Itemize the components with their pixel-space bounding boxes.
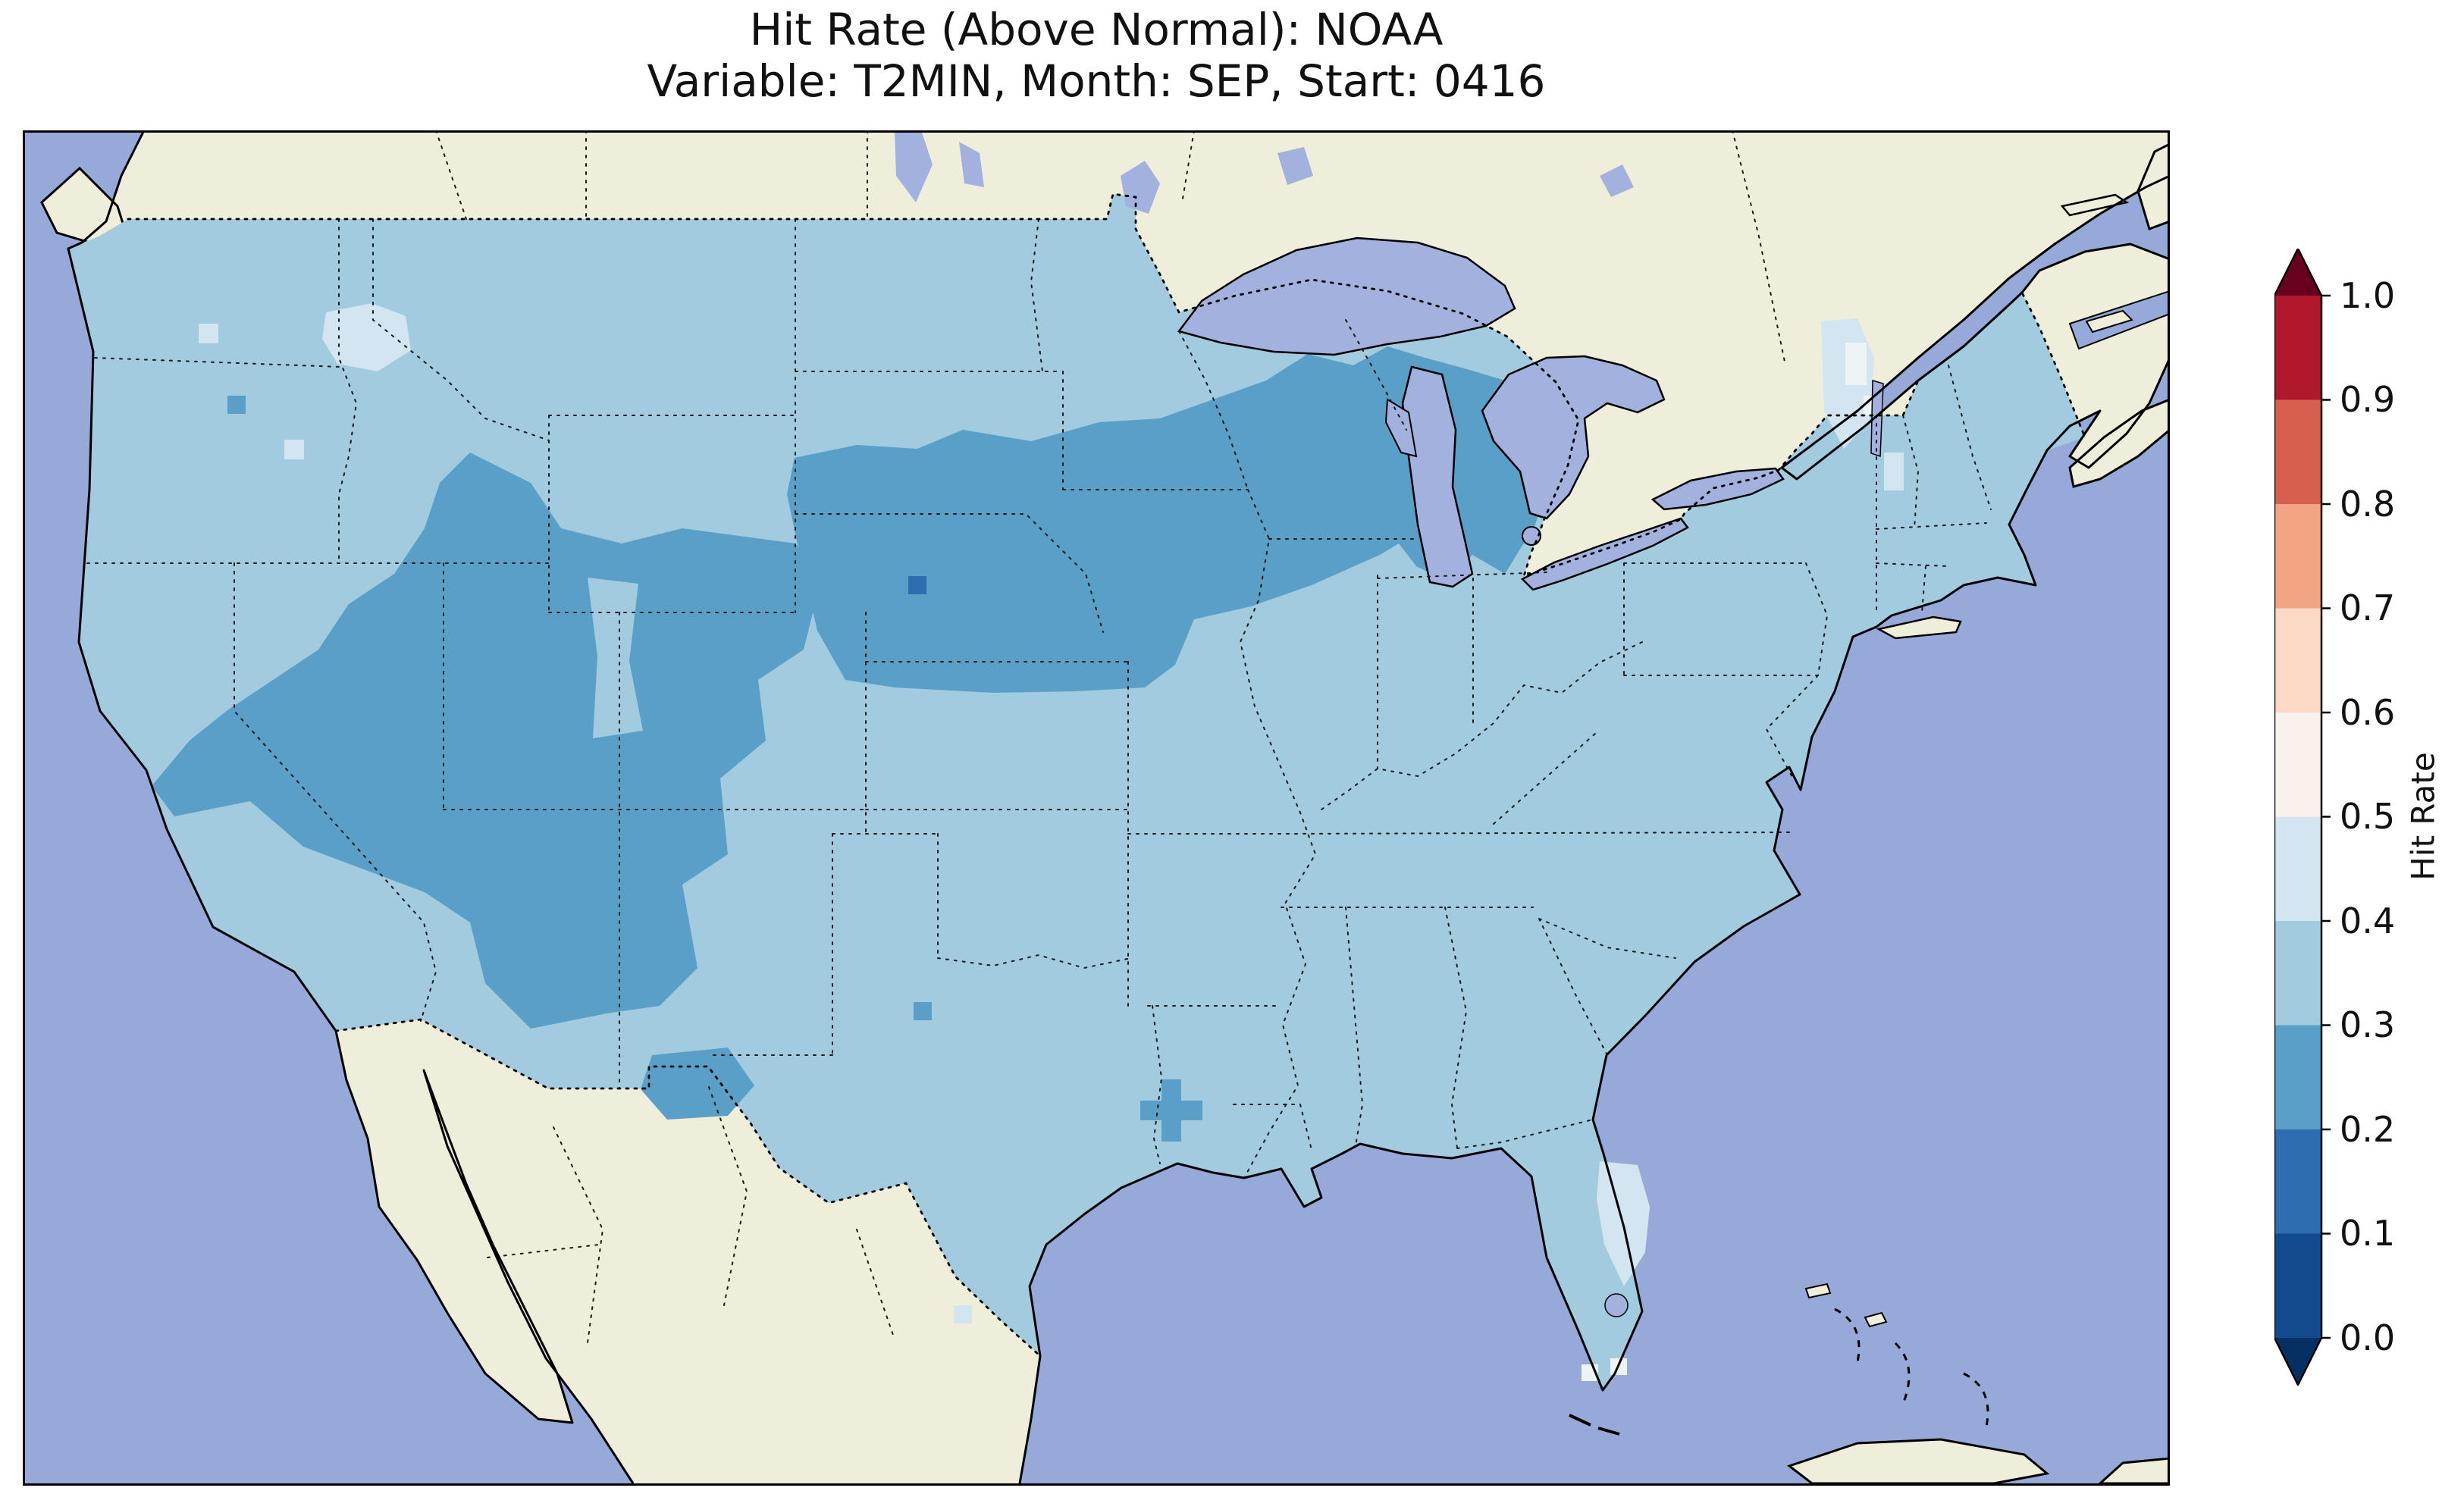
- bahama-banks-dashed: [1834, 1308, 1989, 1427]
- colorbar-segment-6: [2274, 608, 2321, 713]
- colorbar-tick-marks: [2321, 294, 2331, 1339]
- colorbar-tick-label: 1.0: [2340, 275, 2396, 316]
- prince-edward-island: [2085, 309, 2133, 334]
- florida-keys: [1569, 1414, 1620, 1436]
- colorbar-tick-label: 0.3: [2340, 1004, 2396, 1045]
- colorbar-segment-7: [2274, 504, 2321, 609]
- coastline: [67, 130, 2171, 1484]
- long-island: [1876, 615, 1962, 640]
- lake-erie: [1520, 517, 1689, 591]
- bahamas-islet-2: [1864, 1311, 1888, 1328]
- newfoundland: [2136, 142, 2171, 230]
- colorbar-segment-3: [2274, 921, 2321, 1026]
- hit-rate-low-newmexico-cell: [914, 1002, 932, 1020]
- lake-manitoba-2: [959, 142, 984, 187]
- hit-rate-high-vermont-cells: [1845, 343, 1867, 385]
- lake-manitoba-1: [895, 130, 933, 202]
- axes-frame: [23, 130, 2170, 1486]
- colorbar-tick-label: 0.0: [2340, 1317, 2396, 1358]
- colorbar-tick-label: 0.7: [2340, 587, 2396, 628]
- hit-rate-mid-texascoast-cell: [954, 1305, 972, 1323]
- bahamas-islet-1: [1804, 1283, 1832, 1299]
- colorbar-tick-label: 0.6: [2340, 692, 2396, 733]
- lake-champlain: [1870, 380, 1884, 458]
- hit-rate-mid-wyoming-cell: [284, 440, 304, 459]
- colorbar-segment-2: [2274, 1025, 2321, 1129]
- hit-rate-mid-montana-cell: [199, 324, 218, 343]
- colorbar-segment-5: [2274, 713, 2321, 817]
- colorbar-tick-label: 0.9: [2340, 379, 2396, 420]
- colorbar-tick-label: 0.5: [2340, 796, 2396, 837]
- map-canvas: [23, 130, 2171, 1486]
- colorbar-tick-label: 0.4: [2340, 900, 2396, 941]
- colorbar-segment-8: [2274, 399, 2321, 504]
- colorbar: [2273, 246, 2335, 1387]
- colorbar-segment-0: [2274, 1233, 2321, 1338]
- lake-quebec: [1600, 164, 1634, 197]
- green-bay: [1384, 398, 1418, 458]
- colorbar-tick-label: 0.2: [2340, 1109, 2396, 1150]
- lake-nipigon: [1277, 147, 1313, 185]
- hit-rate-low-midwest: [787, 346, 1558, 693]
- anticosti-island: [2060, 193, 2130, 217]
- map-axes: [23, 130, 2171, 1486]
- colorbar-segment-1: [2274, 1129, 2321, 1234]
- colorbar-tick-label: 0.8: [2340, 484, 2396, 525]
- colorbar-segment-4: [2274, 816, 2321, 921]
- lake-superior: [1177, 236, 1516, 356]
- hit-rate-base-hole-utah: [588, 578, 643, 738]
- colorbar-extend-lower: [2274, 1338, 2321, 1385]
- international-borders: [127, 193, 2086, 1358]
- hit-rate-mid-massachusetts-cells: [1884, 453, 1904, 490]
- colorbar-axis-label: Hit Rate: [2404, 752, 2442, 881]
- hit-rate-low-southwest: [152, 453, 819, 1029]
- hit-rate-base-conus: [68, 194, 2085, 1390]
- hit-rate-low-nevada-cell: [227, 396, 246, 414]
- lake-of-the-woods: [1121, 161, 1160, 214]
- colorbar-segment-9: [2274, 296, 2321, 400]
- colorbar-tick-label: 0.1: [2340, 1213, 2396, 1254]
- lake-okeechobee: [1604, 1293, 1629, 1317]
- colorbar-canvas: [2273, 246, 2331, 1387]
- state-borders: [86, 130, 1992, 1344]
- colorbar-extend-upper: [2274, 249, 2321, 296]
- lake-huron: [1481, 355, 1666, 520]
- hit-rate-verylow-nebraska-cell: [908, 576, 926, 594]
- hit-rate-low-texas: [641, 1048, 754, 1120]
- figure-title-line2: Variable: T2MIN, Month: SEP, Start: 0416: [647, 55, 1546, 107]
- lake-ontario: [1651, 467, 1785, 511]
- hit-rate-mid-idaho-patch: [322, 303, 411, 371]
- hit-rate-low-louisiana-cell-h: [1140, 1101, 1202, 1120]
- figure-title-line1: Hit Rate (Above Normal): NOAA: [749, 4, 1444, 55]
